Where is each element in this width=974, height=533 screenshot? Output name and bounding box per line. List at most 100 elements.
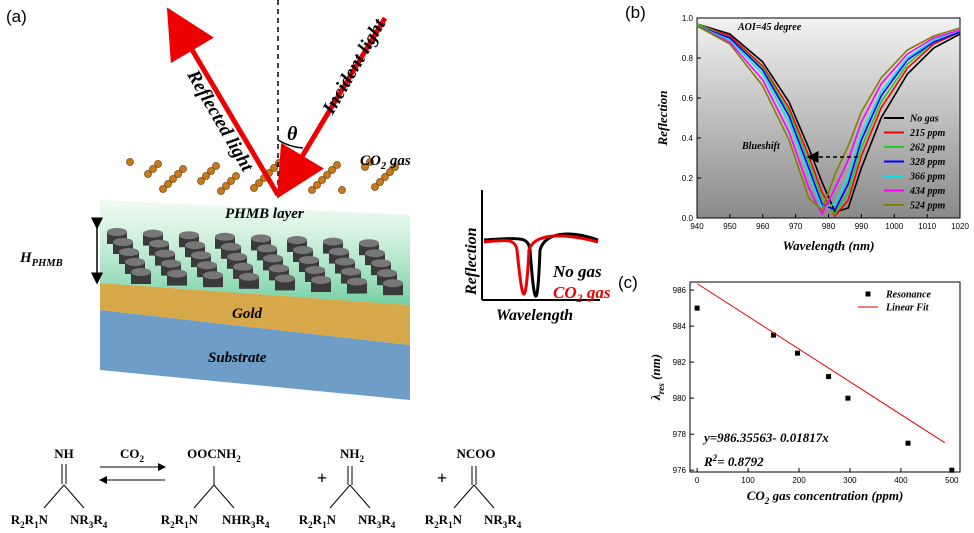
point [905,440,911,446]
pillar-top [359,239,379,248]
text-part: CO [360,153,381,169]
text-part: NHR [222,512,252,527]
x-axis-label: CO2 gas concentration (ppm) [747,488,904,506]
text-part: gas [583,283,611,302]
text-part: 4 [265,520,270,530]
molecule [149,165,157,173]
pillar-top [329,247,349,256]
text-part: = 0.8792 [717,454,764,469]
x-tick-label: 0 [695,476,700,485]
point [694,305,700,311]
text-part: 2 [434,520,439,530]
plus: + [437,468,447,488]
molecule [308,186,316,194]
point [845,395,851,401]
series-line [696,25,961,212]
reaction: NH R2R1N NR3R4 CO2 OOCNH2 R2R1N NHR3R4 +… [11,446,522,530]
pillar-top [287,236,307,244]
molecule [328,166,336,174]
text-part: CO [120,446,140,461]
inset-ylabel: Reflection [463,227,480,296]
pillar-top [221,242,241,251]
text-part: res [656,383,666,395]
molecule [361,163,369,171]
text-part: NH [340,446,360,461]
annotation: AOI=45 degree [737,22,802,33]
equation: y=986.35563- 0.01817x [702,430,829,445]
pillar-top [161,259,181,268]
text-part: R [93,512,103,527]
formula: NCOO [457,446,496,461]
point [771,332,777,338]
molecule [250,184,258,192]
text-part: 2 [359,454,364,464]
panel-label: (c) [618,273,638,292]
molecule [126,158,134,166]
legend-label: Linear Fit [885,303,930,314]
text-part: PHMB [32,258,63,269]
molecule [197,177,205,185]
molecule [255,179,263,187]
pillar-top [341,267,361,276]
x-tick-label: 940 [690,222,704,231]
x-tick-label: 1020 [951,222,969,231]
y-tick-label: 0.6 [682,94,694,103]
text-part: N [39,512,49,527]
text-part: N [327,512,337,527]
inset-no-gas: No gas [552,262,602,281]
pillar-top [227,252,247,261]
pillar-top [203,271,223,280]
pillar-top [119,248,139,256]
text-part: 3 [503,520,508,530]
text-part: 2 [139,454,144,464]
x-tick-label: 100 [741,476,755,485]
molecule [169,175,177,183]
text-part: λ [648,394,663,401]
molecule [366,158,374,166]
text-part: CO [747,488,766,503]
pillar-top [299,256,319,264]
pillar-top [113,238,133,246]
text-part: R [313,512,323,527]
text-part: 1 [34,520,39,530]
reflected-label: Reflected light [182,66,258,176]
molecule [202,172,210,180]
molecule [386,168,394,176]
text-part: 4 [103,520,108,530]
point [949,467,955,473]
y-tick-label: 0.8 [682,54,694,63]
y-tick-label: 976 [673,466,687,475]
pillar-top [269,264,289,273]
pillar-top [257,244,277,253]
series-line [696,25,961,216]
gas-molecules [126,158,399,195]
substrate [100,310,410,400]
molecule [212,162,220,170]
formula: R2R1N [11,512,49,530]
text-part: R [381,512,391,527]
pillar-top [323,237,343,246]
legend-label: 215 ppm [909,128,946,139]
substrate-label: Substrate [208,350,267,366]
molecule [232,172,240,180]
gold-label: Gold [232,306,263,322]
inset-xlabel: Wavelength [496,307,573,324]
text-part: H [19,250,33,266]
formula: NHR3R4 [222,512,270,530]
legend-swatch [865,291,871,297]
series-line [696,23,961,216]
pillar-top [311,276,331,284]
pillar-top [131,268,151,276]
text-part: 2 [764,496,770,506]
text-part: R [507,512,517,527]
legend-label: 328 ppm [909,157,946,168]
x-tick-label: 300 [843,476,857,485]
pillar [221,246,241,259]
molecule [217,187,225,195]
text-part: 3 [377,520,382,530]
x-tick-label: 980 [822,222,836,231]
formula: R2R1N [299,512,337,530]
series-line [696,25,961,212]
pillar-top [185,241,205,250]
